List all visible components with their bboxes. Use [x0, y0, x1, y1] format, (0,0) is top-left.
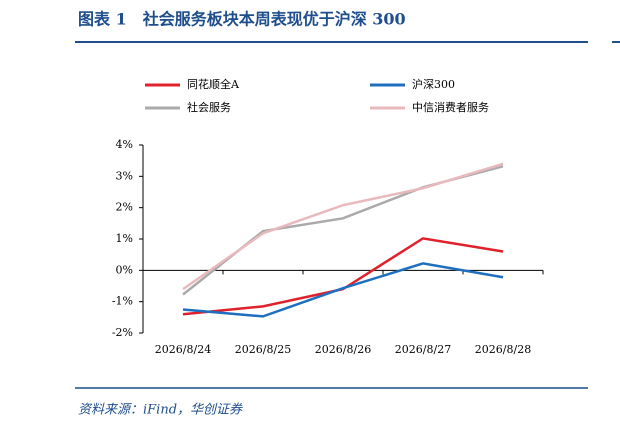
series-line — [182, 237, 504, 316]
x-tick-label: 2026/8/25 — [235, 343, 291, 356]
x-tick-label: 2026/8/27 — [395, 343, 451, 356]
x-tick-label: 2026/8/26 — [315, 343, 371, 356]
x-tick-label: 2026/8/28 — [475, 343, 531, 356]
y-tick-label: 0% — [116, 263, 133, 276]
series-line — [182, 162, 504, 291]
y-tick-label: 1% — [116, 232, 133, 245]
y-tick-label: 4% — [116, 138, 133, 151]
chart-title: 图表 1 社会服务板块本周表现优于沪深 300 — [78, 10, 406, 29]
y-tick-label: -2% — [112, 326, 133, 339]
y-tick-label: -1% — [112, 295, 133, 308]
legend-label: 同花顺全A — [187, 77, 240, 91]
source: 资料来源：iFind，华创证券 — [78, 403, 243, 418]
legend-label: 中信消费者服务 — [412, 100, 489, 114]
series-line — [182, 262, 504, 318]
y-tick-label: 2% — [116, 201, 133, 214]
legend-label: 社会服务 — [187, 100, 231, 114]
legend-label: 沪深300 — [412, 77, 455, 91]
y-tick-label: 3% — [116, 169, 133, 182]
series-line — [182, 165, 504, 296]
x-tick-label: 2026/8/24 — [155, 343, 211, 356]
